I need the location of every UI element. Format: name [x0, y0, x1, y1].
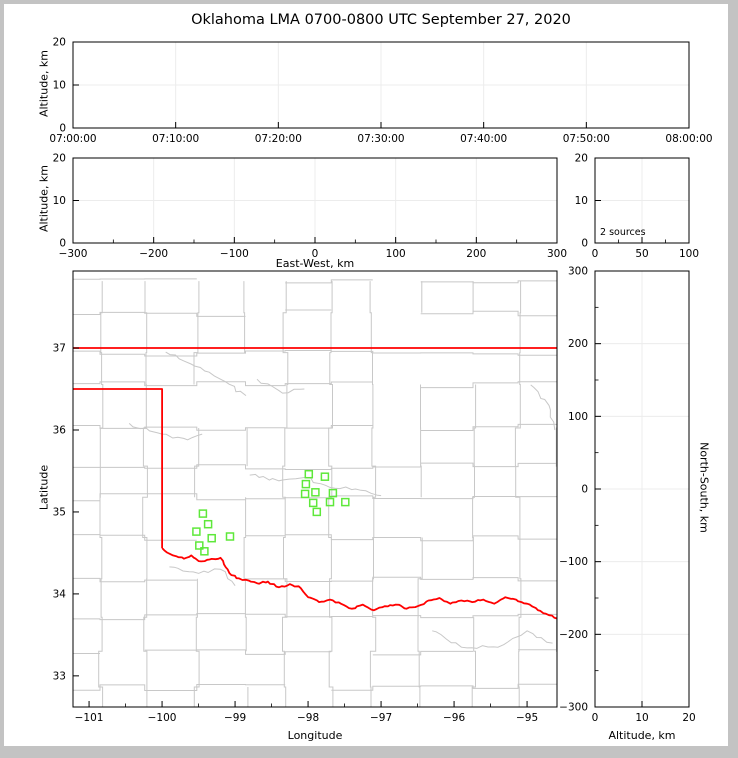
lma-source-marker — [192, 527, 201, 536]
lma-source-marker — [320, 472, 330, 481]
y-tick-label: 10 — [53, 195, 66, 207]
x-tick-label: 50 — [635, 248, 648, 260]
x-tick-label: −98 — [297, 712, 319, 724]
axis-label-altitude-ew-panel: Altitude, km — [37, 164, 51, 233]
panel-spine — [72, 270, 558, 708]
lma-source-marker — [198, 509, 208, 518]
lma-source-marker — [200, 547, 209, 556]
oklahoma-state-border — [73, 347, 557, 620]
y-tick-label: 36 — [53, 424, 67, 436]
lma-source-marker — [325, 497, 335, 507]
y-tick-label: 33 — [53, 670, 66, 682]
lma-source-marker — [311, 488, 320, 497]
y-tick-label: 0 — [59, 123, 66, 135]
lma-source-marker — [341, 497, 350, 507]
county-boundaries — [73, 278, 557, 707]
y-tick-label: −200 — [559, 629, 588, 641]
y-tick-label: 0 — [59, 238, 66, 250]
y-tick-label: −100 — [559, 556, 588, 568]
x-tick-label: 07:20:00 — [255, 133, 302, 145]
panel-ew_height: −300 −200 −100 0 100 200 300 0 10 20 — [53, 153, 567, 261]
x-tick-label: −99 — [224, 712, 246, 724]
x-tick-label: 10 — [635, 712, 648, 724]
y-tick-label: 20 — [53, 37, 66, 49]
x-tick-label: −101 — [75, 712, 104, 724]
ticks — [72, 157, 558, 244]
lma-source-marker — [301, 479, 311, 489]
x-tick-label: 20 — [682, 712, 695, 724]
x-tick-label: 100 — [386, 248, 406, 260]
lma-source-marker — [304, 469, 314, 479]
x-tick-label: 0 — [312, 248, 319, 260]
x-tick-label: 0 — [592, 712, 599, 724]
y-tick-label: 10 — [575, 195, 588, 207]
axis-label-altitude-time-panel: Altitude, km — [37, 49, 51, 118]
x-tick-label: 07:30:00 — [357, 133, 404, 145]
x-tick-label: 0 — [592, 248, 599, 260]
panel-alt_hist: 0 50 100 0 10 20 — [575, 153, 699, 261]
y-tick-label: −300 — [559, 702, 588, 714]
lma-source-marker — [328, 488, 338, 498]
panel-ns_height: 0 10 20 −300 −200 −100 0 100 200 300 — [559, 266, 696, 725]
map-layers — [73, 278, 557, 707]
x-tick-label: 200 — [466, 248, 486, 260]
axis-label-longitude: Longitude — [287, 729, 343, 742]
panel-time_height: 07:00:00 07:10:00 07:20:00 07:30:00 07:40:00… — [49, 37, 712, 146]
y-tick-label: 10 — [53, 80, 66, 92]
x-tick-label: 300 — [547, 248, 567, 260]
ticks — [594, 157, 690, 244]
lma-source-marker — [195, 541, 204, 550]
ticks — [594, 270, 690, 708]
axis-label-north-south: North-South, km — [697, 442, 711, 533]
panel-plan_view: −101 −100 −99 −98 −97 −96 −95 33 34 35 36 37 — [53, 270, 558, 724]
lma-source-marker — [312, 507, 322, 517]
x-tick-label: −100 — [148, 712, 177, 724]
sources-count-annotation: 2 sources — [600, 227, 646, 238]
y-tick-label: 0 — [581, 238, 588, 250]
axis-label-altitude-bottom: Altitude, km — [608, 729, 676, 742]
lma-source-marker — [308, 498, 318, 508]
lma-source-marker — [225, 532, 235, 541]
x-tick-label: −95 — [516, 712, 538, 724]
x-tick-label: −96 — [443, 712, 465, 724]
y-tick-label: 200 — [568, 338, 588, 350]
x-tick-label: 07:10:00 — [152, 133, 199, 145]
y-tick-label: 20 — [53, 153, 66, 165]
y-tick-label: 35 — [53, 506, 66, 518]
y-tick-label: 100 — [568, 411, 588, 423]
axis-label-latitude: Latitude — [37, 464, 51, 511]
lma-source-marker — [203, 519, 213, 529]
y-tick-label: 300 — [568, 266, 588, 278]
ticks — [73, 347, 528, 707]
axis-label-east-west: East-West, km — [275, 257, 355, 270]
y-tick-label: 37 — [53, 343, 66, 355]
y-tick-label: 20 — [575, 153, 588, 165]
x-tick-label: −200 — [139, 248, 168, 260]
lma-source-marker — [300, 489, 310, 499]
river-county-boundaries — [128, 351, 556, 649]
lma-sources — [192, 469, 350, 556]
x-tick-label: −97 — [370, 712, 392, 724]
x-tick-label: 08:00:00 — [665, 133, 712, 145]
y-tick-label: 34 — [53, 588, 67, 600]
lma-source-marker — [207, 533, 216, 543]
x-tick-label: −300 — [59, 248, 88, 260]
x-tick-label: −100 — [220, 248, 249, 260]
x-tick-label: 100 — [679, 248, 699, 260]
x-tick-label: 07:50:00 — [563, 133, 610, 145]
ticks — [72, 41, 690, 129]
figure-title: Oklahoma LMA 0700-0800 UTC September 27,… — [191, 12, 571, 28]
y-tick-label: 0 — [581, 484, 588, 496]
x-tick-label: 07:40:00 — [460, 133, 507, 145]
x-tick-label: 07:00:00 — [49, 133, 96, 145]
